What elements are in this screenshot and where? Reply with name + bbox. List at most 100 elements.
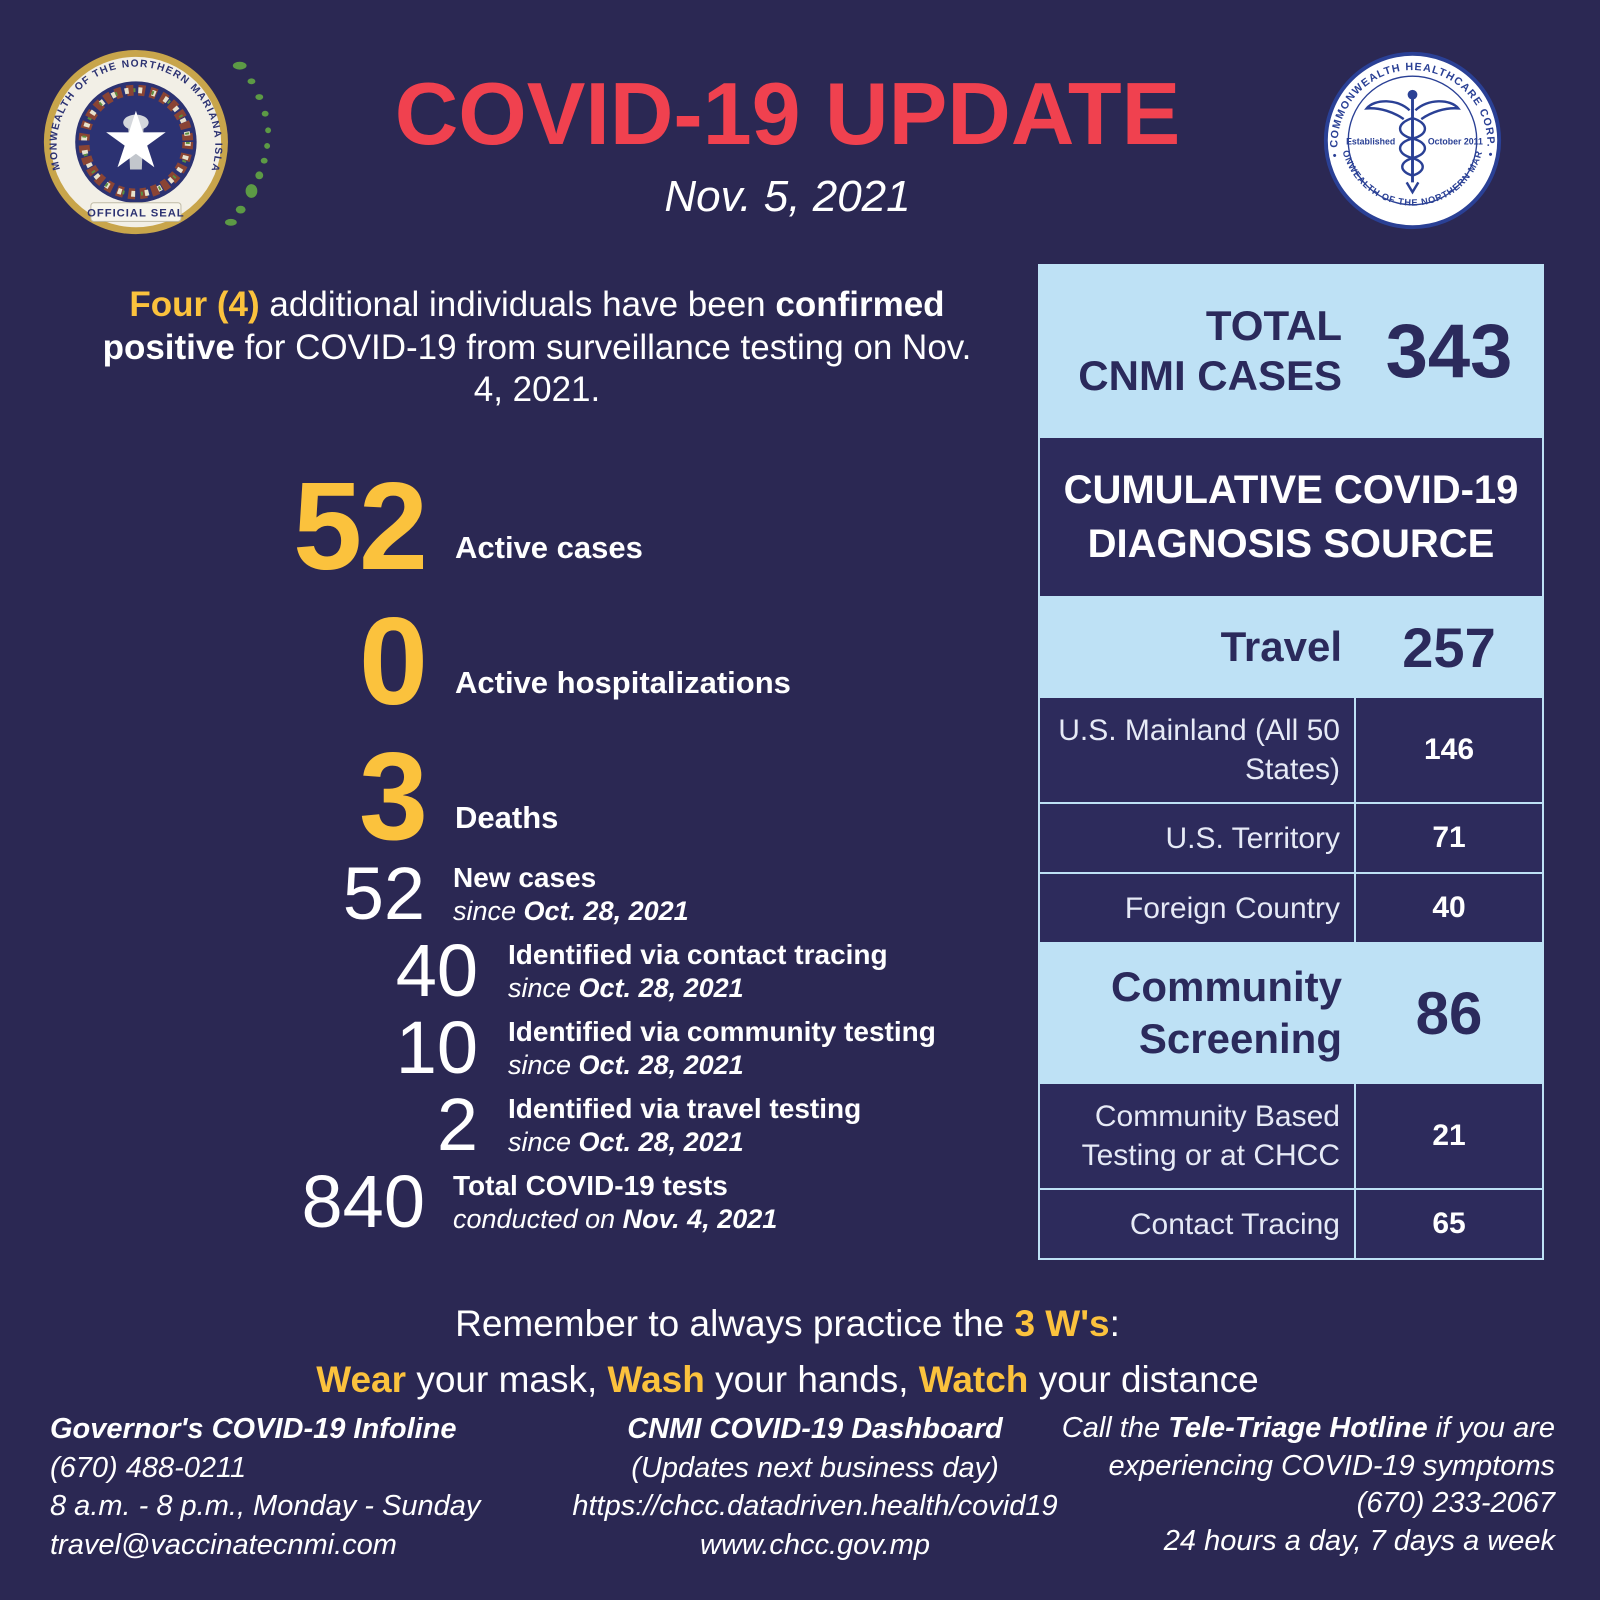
group-value: 86 bbox=[1415, 979, 1483, 1047]
hotline-sentence: Call the Tele-Triage Hotline if you are … bbox=[1061, 1412, 1555, 1482]
row-label: Contact Tracing bbox=[1040, 1190, 1356, 1258]
table-row-travel: Travel 257 bbox=[1040, 596, 1542, 696]
row-label: Community Based Testing or at CHCC bbox=[1040, 1084, 1356, 1188]
page-title: COVID-19 UPDATE bbox=[394, 64, 1181, 163]
stat-total-tests: 840 Total COVID-19 tests conducted on No… bbox=[60, 1165, 990, 1239]
stat-label-block: Identified via contact tracing since Oct… bbox=[508, 939, 888, 1004]
stat-value: 52 bbox=[293, 457, 428, 596]
total-cases-label: TOTAL CNMI CASES bbox=[1078, 301, 1342, 399]
table-row-total: TOTAL CNMI CASES 343 bbox=[1040, 266, 1542, 436]
hotline-name: Tele-Triage Hotline bbox=[1168, 1412, 1428, 1444]
stat-sublabel: since Oct. 28, 2021 bbox=[508, 1049, 744, 1080]
reminder-line-2: Wear your mask, Wash your hands, Watch y… bbox=[316, 1358, 1259, 1400]
stat-label-block: Identified via community testing since O… bbox=[508, 1016, 936, 1081]
table-row-us-territory: U.S. Territory 71 bbox=[1040, 802, 1542, 872]
stat-sublabel: since Oct. 28, 2021 bbox=[453, 895, 689, 926]
dashboard-url2: www.chcc.gov.mp bbox=[700, 1528, 930, 1561]
chcc-outer-ring bbox=[1323, 51, 1502, 230]
hotline-phone: (670) 233-2067 bbox=[1356, 1487, 1555, 1520]
stat-value: 0 bbox=[359, 592, 428, 731]
stat-label: Identified via travel testing bbox=[508, 1092, 862, 1124]
row-value: 146 bbox=[1423, 733, 1475, 766]
stat-label: Identified via community testing bbox=[508, 1015, 936, 1047]
stat-value: 3 bbox=[359, 727, 428, 866]
stat-label: Deaths bbox=[455, 800, 559, 835]
seal-wreath-leaves bbox=[82, 88, 190, 196]
hotline-block: Call the Tele-Triage Hotline if you are … bbox=[1035, 1410, 1555, 1561]
seal-banner-text: OFFICIAL SEAL bbox=[87, 207, 185, 219]
dashboard-note: (Updates next business day) bbox=[631, 1451, 999, 1484]
row-label: U.S. Territory bbox=[1040, 804, 1356, 872]
island-chain bbox=[225, 61, 272, 226]
stat-label-block: Total COVID-19 tests conducted on Nov. 4… bbox=[453, 1170, 777, 1235]
stat-value: 10 bbox=[395, 1006, 478, 1089]
chcc-logo: • COMMONWEALTH HEALTHCARE CORP. • COMMON… bbox=[1320, 48, 1502, 230]
stat-value: 52 bbox=[342, 852, 425, 935]
intro-highlight: Four (4) bbox=[129, 285, 260, 324]
row-label: U.S. Mainland (All 50 States) bbox=[1040, 698, 1356, 802]
row-value: 40 bbox=[1432, 891, 1466, 924]
table-row-foreign-country: Foreign Country 40 bbox=[1040, 872, 1542, 942]
dashboard-block: CNMI COVID-19 Dashboard (Updates next bu… bbox=[560, 1410, 1070, 1564]
stat-label: Active hospitalizations bbox=[455, 665, 791, 700]
stat-new-cases: 52 New cases since Oct. 28, 2021 bbox=[60, 857, 990, 931]
stat-sublabel: conducted on Nov. 4, 2021 bbox=[453, 1203, 778, 1234]
section-title: CUMULATIVE COVID-19 DIAGNOSIS SOURCE bbox=[1063, 468, 1519, 566]
stat-label-block: New cases since Oct. 28, 2021 bbox=[453, 862, 689, 927]
infoline-block: Governor's COVID-19 Infoline (670) 488-0… bbox=[50, 1410, 570, 1564]
group-label: Travel bbox=[1220, 623, 1342, 670]
header: COVID-19 UPDATE Nov. 5, 2021 bbox=[0, 70, 1575, 222]
star-icon bbox=[106, 110, 166, 168]
intro-text-a: additional individuals have been bbox=[269, 285, 766, 324]
cases-table: TOTAL CNMI CASES 343 CUMULATIVE COVID-19… bbox=[1038, 264, 1544, 1260]
group-label: Community Screening bbox=[1111, 962, 1342, 1063]
infoline-phone: (670) 488-0211 bbox=[50, 1451, 247, 1484]
chcc-october-text: October 2011 bbox=[1428, 136, 1483, 146]
table-row-us-mainland: U.S. Mainland (All 50 States) 146 bbox=[1040, 696, 1542, 802]
intro-bold: confirmed positive bbox=[102, 285, 945, 367]
hotline-hours: 24 hours a day, 7 days a week bbox=[1163, 1525, 1555, 1558]
row-label: Foreign Country bbox=[1040, 874, 1356, 942]
table-row-community-based: Community Based Testing or at CHCC 21 bbox=[1040, 1082, 1542, 1188]
stat-label: Total COVID-19 tests bbox=[453, 1169, 728, 1201]
stat-sublabel: since Oct. 28, 2021 bbox=[508, 1126, 744, 1157]
row-value: 21 bbox=[1432, 1119, 1466, 1152]
stat-deaths: 3 Deaths bbox=[60, 722, 990, 866]
dashboard-title: CNMI COVID-19 Dashboard bbox=[627, 1413, 1003, 1445]
dashboard-url: https://chcc.datadriven.health/covid19 bbox=[572, 1490, 1058, 1523]
seal-banner bbox=[90, 202, 182, 222]
caduceus-icon bbox=[1364, 89, 1461, 195]
three-ws: 3 W's bbox=[1014, 1303, 1110, 1344]
stat-label: Active cases bbox=[455, 530, 643, 565]
stat-label-block: Identified via travel testing since Oct.… bbox=[508, 1093, 861, 1158]
stat-value: 40 bbox=[395, 929, 478, 1012]
stat-value: 2 bbox=[436, 1083, 478, 1166]
stat-label: Identified via contact tracing bbox=[508, 938, 888, 970]
table-row-community-screening: Community Screening 86 bbox=[1040, 942, 1542, 1082]
table-row-contact-tracing: Contact Tracing 65 bbox=[1040, 1188, 1542, 1258]
chcc-established-text: Established bbox=[1346, 136, 1395, 146]
infoline-email: travel@vaccinatecnmi.com bbox=[50, 1528, 397, 1561]
table-row-section: CUMULATIVE COVID-19 DIAGNOSIS SOURCE bbox=[1040, 436, 1542, 596]
stat-active-cases: 52 Active cases bbox=[60, 452, 990, 596]
reminder-line-1: Remember to always practice the 3 W's: bbox=[455, 1303, 1120, 1344]
cnmi-official-seal: COMMONWEALTH OF THE NORTHERN MARIANA ISL… bbox=[38, 34, 272, 235]
infoline-title: Governor's COVID-19 Infoline bbox=[50, 1413, 457, 1445]
chcc-inner-ring bbox=[1347, 75, 1478, 206]
total-cases-value: 343 bbox=[1385, 308, 1513, 394]
stat-active-hospitalizations: 0 Active hospitalizations bbox=[60, 587, 990, 731]
stats-column: 52 Active cases 0 Active hospitalization… bbox=[60, 452, 990, 1239]
intro-paragraph: Four (4) additional individuals have bee… bbox=[92, 284, 982, 412]
three-ws-reminder: Remember to always practice the 3 W's: W… bbox=[0, 1296, 1575, 1407]
intro-text-b: for COVID-19 from surveillance testing o… bbox=[244, 327, 972, 410]
stat-contact-tracing: 40 Identified via contact tracing since … bbox=[60, 934, 990, 1008]
infoline-hours: 8 a.m. - 8 p.m., Monday - Sunday bbox=[50, 1490, 481, 1523]
row-value: 65 bbox=[1432, 1207, 1466, 1240]
stat-label: New cases bbox=[453, 861, 597, 893]
group-value: 257 bbox=[1402, 615, 1496, 679]
report-date: Nov. 5, 2021 bbox=[664, 172, 911, 221]
stat-community-testing: 10 Identified via community testing sinc… bbox=[60, 1011, 990, 1085]
stat-travel-testing: 2 Identified via travel testing since Oc… bbox=[60, 1088, 990, 1162]
row-value: 71 bbox=[1432, 821, 1466, 854]
